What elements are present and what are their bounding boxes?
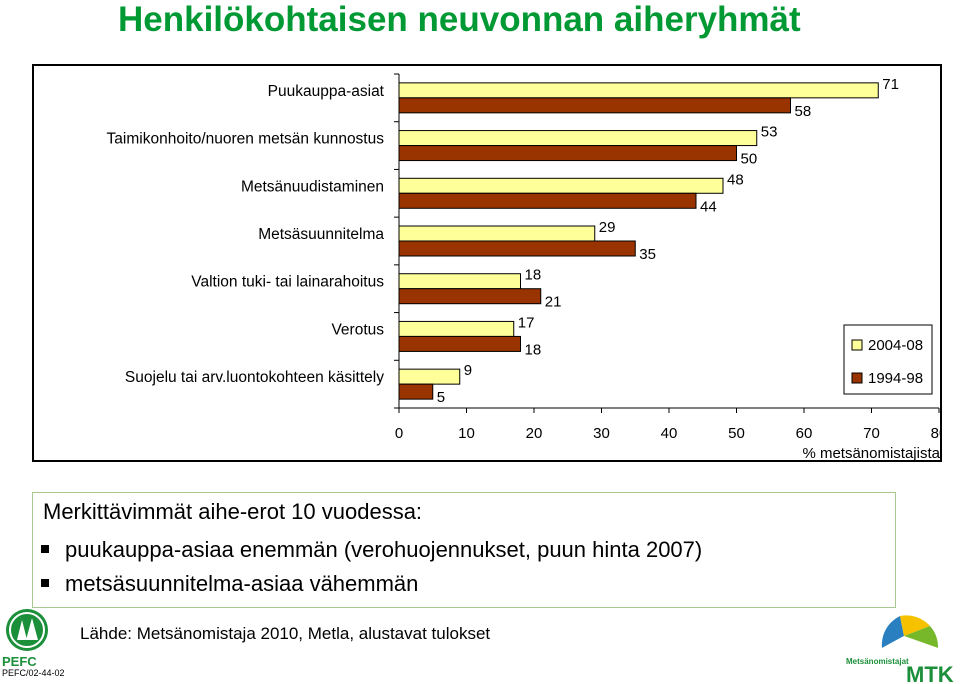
notes-bullet-text: metsäsuunnitelma-asiaa vähemmän xyxy=(65,571,419,596)
bar-1994-98 xyxy=(398,335,521,352)
pefc-logo: PEFC xyxy=(2,609,48,668)
legend-swatch xyxy=(851,339,863,351)
category-label: Valtion tuki- tai lainarahoitus xyxy=(191,274,384,291)
bars xyxy=(398,82,879,400)
mtk-logo: Metsänomistajat MTK xyxy=(846,615,954,684)
pefc-emblem-icon xyxy=(6,609,48,651)
x-tick-label: 30 xyxy=(593,425,610,442)
value-label: 17 xyxy=(518,314,535,331)
x-tick-label: 10 xyxy=(458,425,475,442)
bar-1994-98 xyxy=(398,192,697,209)
x-tick-label: 70 xyxy=(863,425,880,442)
square-bullet-icon xyxy=(41,579,49,588)
bar-2004-08 xyxy=(398,177,724,194)
value-label: 5 xyxy=(437,389,445,406)
value-label: 9 xyxy=(464,362,472,379)
mtk-logo-text: MTK xyxy=(906,662,954,684)
legend-label: 2004-08 xyxy=(868,337,923,354)
bar-2004-08 xyxy=(398,130,758,147)
bar-1994-98 xyxy=(398,288,542,305)
category-label: Puukauppa-asiat xyxy=(268,83,385,100)
bar-chart: Puukauppa-asiat Taimikonhoito/nuoren mets… xyxy=(107,73,940,460)
page-title: Henkilökohtaisen neuvonnan aiheryhmät xyxy=(118,0,801,39)
bar-1994-98 xyxy=(398,383,434,400)
legend: 2004-08 1994-98 xyxy=(843,324,933,395)
chart-frame: Puukauppa-asiat Taimikonhoito/nuoren mets… xyxy=(32,64,942,462)
notes-bullet-text: puukauppa-asiaa enemmän (verohuojennukse… xyxy=(65,537,703,562)
value-label: 48 xyxy=(727,171,744,188)
category-label: Verotus xyxy=(331,321,384,338)
x-axis-label: % metsänomistajista xyxy=(802,445,940,460)
notes-heading: Merkittävimmät aihe-erot 10 vuodessa: xyxy=(43,499,423,524)
notes-box: Merkittävimmät aihe-erot 10 vuodessa: pu… xyxy=(32,492,896,608)
value-label: 29 xyxy=(599,219,616,236)
value-label: 58 xyxy=(795,103,812,120)
value-label: 35 xyxy=(639,246,656,263)
pefc-logo-text: PEFC xyxy=(2,654,37,668)
notes-bullet: metsäsuunnitelma-asiaa vähemmän xyxy=(41,571,418,597)
x-tick-labels: 0 10 20 30 40 50 60 70 80 xyxy=(395,425,940,442)
legend-label: 1994-98 xyxy=(868,370,923,387)
bar-2004-08 xyxy=(398,82,879,99)
value-label: 18 xyxy=(525,341,542,358)
category-labels: Puukauppa-asiat Taimikonhoito/nuoren mets… xyxy=(107,83,385,386)
legend-swatch xyxy=(851,372,863,384)
mtk-caption: Metsänomistajat xyxy=(846,657,909,666)
value-label: 50 xyxy=(741,151,758,168)
category-label: Suojelu tai arv.luontokohteen käsittely xyxy=(125,369,384,386)
bar-2004-08 xyxy=(398,368,461,385)
category-label: Taimikonhoito/nuoren metsän kunnostus xyxy=(107,131,385,148)
x-tick-label: 0 xyxy=(395,425,403,442)
value-label: 18 xyxy=(525,267,542,284)
notes-bullet: puukauppa-asiaa enemmän (verohuojennukse… xyxy=(41,537,702,563)
bar-2004-08 xyxy=(398,320,515,337)
x-tick-label: 20 xyxy=(526,425,543,442)
bar-1994-98 xyxy=(398,145,737,162)
x-tick-label: 40 xyxy=(661,425,678,442)
x-tick-label: 80 xyxy=(931,425,940,442)
x-tick-label: 50 xyxy=(728,425,745,442)
bar-1994-98 xyxy=(398,240,636,257)
value-label: 71 xyxy=(882,76,899,93)
value-label: 44 xyxy=(700,198,717,215)
square-bullet-icon xyxy=(41,545,49,554)
value-label: 21 xyxy=(545,294,562,311)
mtk-sun-icon xyxy=(881,615,939,648)
category-label: Metsäsuunnitelma xyxy=(258,226,384,243)
bar-1994-98 xyxy=(398,97,791,114)
bar-2004-08 xyxy=(398,273,521,290)
value-label: 53 xyxy=(761,124,778,141)
bar-2004-08 xyxy=(398,225,596,242)
x-tick-label: 60 xyxy=(796,425,813,442)
category-label: Metsänuudistaminen xyxy=(241,178,384,195)
source-note: Lähde: Metsänomistaja 2010, Metla, alust… xyxy=(80,624,491,643)
pefc-code: PEFC/02-44-02 xyxy=(2,668,65,678)
